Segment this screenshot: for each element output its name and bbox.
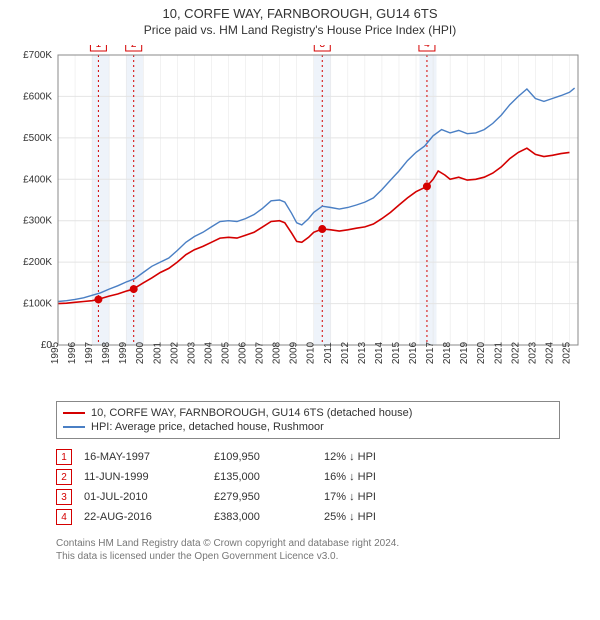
legend-label: 10, CORFE WAY, FARNBOROUGH, GU14 6TS (de… [91, 407, 412, 419]
svg-text:£400K: £400K [23, 174, 52, 185]
sale-price: £135,000 [214, 471, 324, 483]
title-subtitle: Price paid vs. HM Land Registry's House … [0, 23, 600, 37]
svg-text:£300K: £300K [23, 216, 52, 227]
chart: £0£100K£200K£300K£400K£500K£600K£700K199… [12, 45, 588, 395]
sale-price: £279,950 [214, 491, 324, 503]
sale-date: 11-JUN-1999 [84, 471, 214, 483]
svg-text:2023: 2023 [527, 341, 538, 364]
svg-text:£200K: £200K [23, 257, 52, 268]
svg-text:2021: 2021 [493, 341, 504, 364]
svg-text:1997: 1997 [84, 341, 95, 364]
svg-text:2008: 2008 [272, 341, 283, 364]
sales-table: 1 16-MAY-1997 £109,950 12% ↓ HPI 2 11-JU… [56, 447, 560, 527]
sales-row: 3 01-JUL-2010 £279,950 17% ↓ HPI [56, 487, 560, 507]
svg-text:2016: 2016 [408, 341, 419, 364]
footer-line1: Contains HM Land Registry data © Crown c… [56, 537, 560, 550]
svg-text:1998: 1998 [101, 341, 112, 364]
titles: 10, CORFE WAY, FARNBOROUGH, GU14 6TS Pri… [0, 0, 600, 37]
svg-text:1999: 1999 [118, 341, 129, 364]
svg-text:1: 1 [96, 45, 102, 50]
svg-text:£700K: £700K [23, 50, 52, 61]
svg-text:2006: 2006 [238, 341, 249, 364]
sales-row: 1 16-MAY-1997 £109,950 12% ↓ HPI [56, 447, 560, 467]
svg-text:2001: 2001 [152, 341, 163, 364]
svg-text:2012: 2012 [340, 341, 351, 364]
sale-price: £109,950 [214, 451, 324, 463]
legend-swatch [63, 426, 85, 428]
legend-label: HPI: Average price, detached house, Rush… [91, 421, 324, 433]
legend-swatch [63, 412, 85, 414]
legend-item-hpi: HPI: Average price, detached house, Rush… [63, 420, 553, 434]
svg-text:2013: 2013 [357, 341, 368, 364]
svg-text:2: 2 [131, 45, 137, 50]
svg-text:£100K: £100K [23, 299, 52, 310]
sale-diff: 25% ↓ HPI [324, 511, 424, 523]
sale-badge-2: 2 [56, 469, 72, 485]
svg-text:2005: 2005 [220, 341, 231, 364]
svg-text:2025: 2025 [561, 341, 572, 364]
legend-item-property: 10, CORFE WAY, FARNBOROUGH, GU14 6TS (de… [63, 406, 553, 420]
sale-diff: 12% ↓ HPI [324, 451, 424, 463]
svg-text:£500K: £500K [23, 133, 52, 144]
svg-text:£600K: £600K [23, 91, 52, 102]
sale-date: 22-AUG-2016 [84, 511, 214, 523]
svg-text:4: 4 [424, 45, 430, 50]
sale-badge-1: 1 [56, 449, 72, 465]
title-address: 10, CORFE WAY, FARNBOROUGH, GU14 6TS [0, 6, 600, 21]
sale-badge-3: 3 [56, 489, 72, 505]
svg-text:1996: 1996 [67, 341, 78, 364]
sale-diff: 16% ↓ HPI [324, 471, 424, 483]
svg-text:2014: 2014 [374, 341, 385, 364]
svg-text:2024: 2024 [544, 341, 555, 364]
svg-text:2010: 2010 [306, 341, 317, 364]
svg-text:2011: 2011 [323, 342, 334, 364]
svg-text:2002: 2002 [169, 341, 180, 364]
svg-text:2000: 2000 [135, 341, 146, 364]
sale-diff: 17% ↓ HPI [324, 491, 424, 503]
svg-text:2018: 2018 [442, 341, 453, 364]
svg-text:2007: 2007 [255, 341, 266, 364]
svg-text:2017: 2017 [425, 341, 436, 364]
sale-date: 01-JUL-2010 [84, 491, 214, 503]
sale-badge-4: 4 [56, 509, 72, 525]
svg-text:2022: 2022 [510, 341, 521, 364]
svg-text:2019: 2019 [459, 341, 470, 364]
sales-row: 4 22-AUG-2016 £383,000 25% ↓ HPI [56, 507, 560, 527]
svg-text:2003: 2003 [186, 341, 197, 364]
sales-row: 2 11-JUN-1999 £135,000 16% ↓ HPI [56, 467, 560, 487]
legend: 10, CORFE WAY, FARNBOROUGH, GU14 6TS (de… [56, 401, 560, 439]
svg-text:1995: 1995 [50, 341, 61, 364]
chart-svg: £0£100K£200K£300K£400K£500K£600K£700K199… [12, 45, 588, 395]
svg-text:2004: 2004 [203, 341, 214, 364]
footer: Contains HM Land Registry data © Crown c… [56, 537, 560, 563]
footer-line2: This data is licensed under the Open Gov… [56, 550, 560, 563]
sale-price: £383,000 [214, 511, 324, 523]
svg-text:2009: 2009 [289, 341, 300, 364]
svg-text:2015: 2015 [391, 341, 402, 364]
svg-text:3: 3 [319, 45, 325, 50]
chart-container: 10, CORFE WAY, FARNBOROUGH, GU14 6TS Pri… [0, 0, 600, 620]
svg-text:2020: 2020 [476, 341, 487, 364]
sale-date: 16-MAY-1997 [84, 451, 214, 463]
